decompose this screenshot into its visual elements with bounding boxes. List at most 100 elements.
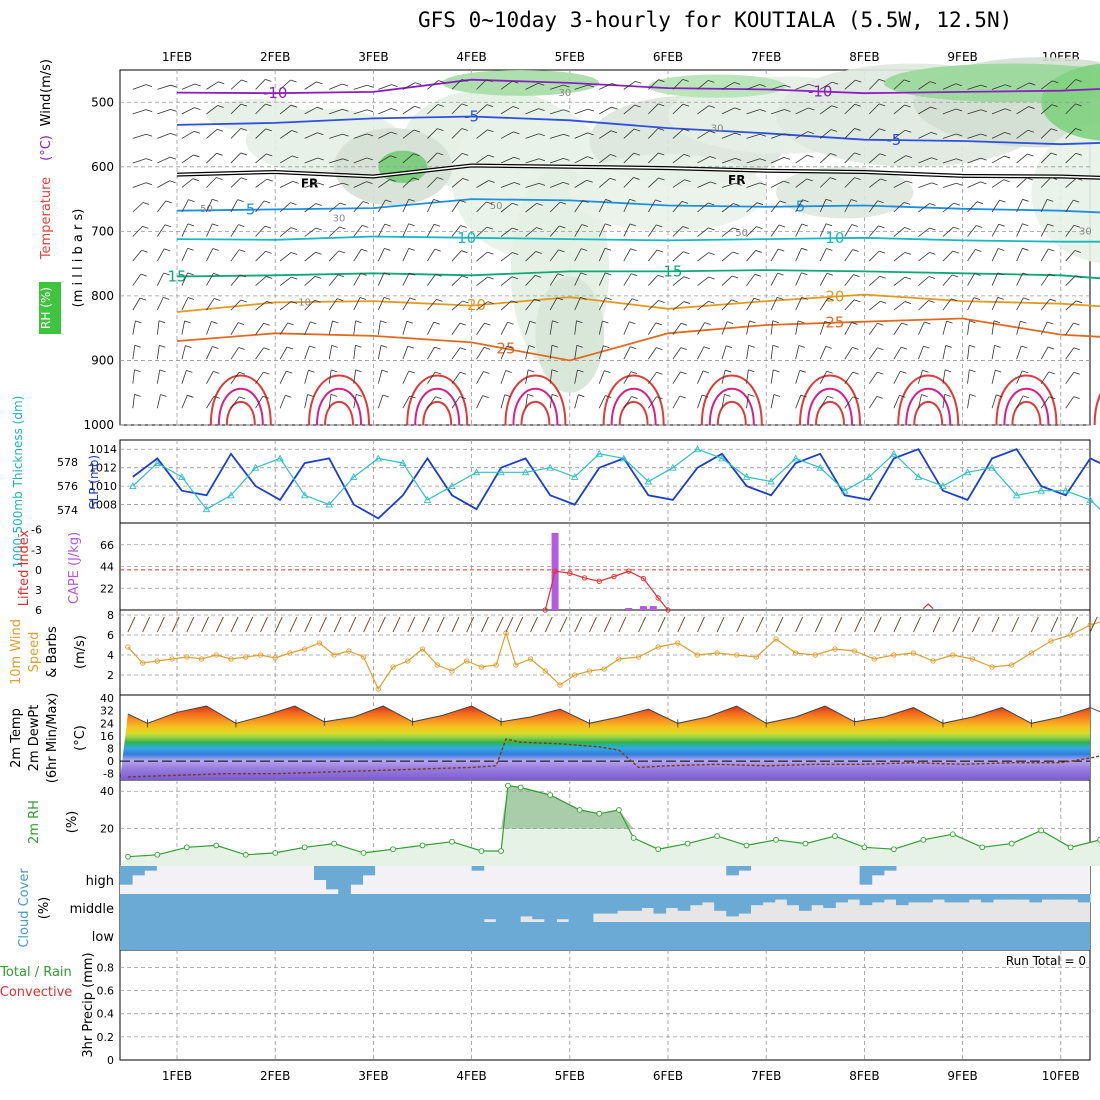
wind-barb xyxy=(1040,273,1050,286)
wind-barb-flag xyxy=(683,301,691,304)
wind-barb-flag xyxy=(631,273,638,277)
surface-temp-contour xyxy=(618,400,649,426)
wind-barb xyxy=(648,224,657,237)
wind-barb-flag xyxy=(1028,82,1036,86)
wind-barb xyxy=(598,370,605,384)
wind-barb-flag xyxy=(777,272,784,276)
cloud-middle-bar xyxy=(1077,894,1091,903)
wind-barb-flag xyxy=(384,223,391,227)
wind-speed-marker xyxy=(851,648,858,654)
wind-barb xyxy=(648,372,657,384)
wind-barb xyxy=(500,131,514,139)
wind-barb-10m xyxy=(991,616,1000,633)
wind-barb-flag xyxy=(362,224,369,228)
wind-barb-flag xyxy=(263,371,270,375)
wind-barb xyxy=(1016,395,1024,409)
wind-barb xyxy=(378,155,391,164)
wind-barb-flag xyxy=(801,223,808,227)
wind-barb-10m xyxy=(530,616,538,633)
li-marker xyxy=(665,607,671,613)
wind-barb-flag xyxy=(1049,396,1056,400)
wind-barb xyxy=(206,199,213,213)
thickness-marker xyxy=(988,463,996,471)
wind-barb-flag xyxy=(459,396,466,399)
wind-barb xyxy=(746,394,749,409)
wind-barb-flag xyxy=(944,369,952,373)
wind-barb-flag xyxy=(879,153,886,157)
wind-barb-flag xyxy=(435,396,442,400)
wind-barb-flag xyxy=(756,202,764,206)
wind-barb-flag xyxy=(656,249,664,253)
surface-temp-contour xyxy=(1003,387,1050,426)
wind-barb-flag xyxy=(505,370,512,373)
wind-barb-flag xyxy=(735,182,742,186)
wind-barb-10m xyxy=(515,616,524,633)
wind-barb-flag xyxy=(159,369,166,373)
wind-barb xyxy=(206,321,212,335)
wind-barb-flag xyxy=(946,320,953,324)
wind-barb xyxy=(721,157,736,164)
wind-barb-flag xyxy=(163,297,170,300)
cloud-middle-bar xyxy=(386,894,400,922)
wind-barb xyxy=(377,248,385,262)
wind-barb xyxy=(770,320,774,335)
wind-barb-flag xyxy=(1073,199,1080,203)
li-marker xyxy=(581,575,588,581)
wind-barb xyxy=(918,252,930,262)
wind-barb xyxy=(329,158,343,164)
wind-barb-flag xyxy=(1023,395,1030,399)
wind-barb-flag xyxy=(734,82,741,85)
wind-barb xyxy=(451,250,462,262)
wind-barb xyxy=(132,273,142,286)
wind-barb-flag xyxy=(414,105,421,109)
wind-barb-flag xyxy=(240,152,247,156)
wind-barb xyxy=(328,202,341,213)
wind-barb-flag xyxy=(1074,250,1081,253)
wind-barb xyxy=(1065,275,1076,286)
wind-barb xyxy=(206,153,217,164)
wind-barb-flag xyxy=(342,133,349,137)
wind-barb-flag xyxy=(1022,370,1029,374)
wind-barb-flag xyxy=(528,345,535,348)
wind-barb xyxy=(721,182,736,188)
wind-barb xyxy=(746,182,760,188)
wind-barb-flag xyxy=(337,274,345,278)
wind-barb-10m xyxy=(657,616,666,633)
wind-barb xyxy=(1016,321,1021,335)
slp-tick-label: 1012 xyxy=(89,462,117,475)
wind-barb-flag xyxy=(316,81,323,85)
wind-barb xyxy=(549,320,553,335)
wind-barb-flag xyxy=(825,198,833,202)
wind-barb-flag xyxy=(558,249,565,253)
wind-barb-flag xyxy=(929,252,936,255)
wind-barb xyxy=(1040,298,1051,311)
wind-barb-flag xyxy=(486,104,494,107)
wind-barb xyxy=(967,297,975,311)
wind-barb xyxy=(746,226,757,237)
surface-temp-contour xyxy=(324,400,355,426)
run-total-label: Run Total = 0 xyxy=(1006,954,1086,968)
wind-speed-marker xyxy=(228,656,234,662)
thickness-marker xyxy=(399,459,407,467)
wind-barb xyxy=(255,128,267,139)
wind-barb xyxy=(672,128,684,139)
wind-speed-marker xyxy=(346,648,352,654)
cloud-high-bar xyxy=(144,866,157,871)
wind-barb xyxy=(304,299,315,311)
ylabel-temperature: Temperature xyxy=(39,177,54,260)
wind-barb-flag xyxy=(461,79,468,82)
wind-barb xyxy=(451,128,463,139)
wind-barb-10m xyxy=(952,616,961,633)
wind-speed-marker xyxy=(527,656,534,662)
wind-barb-flag xyxy=(216,152,223,156)
ylabel-wind-unit: (m/s) xyxy=(39,59,54,93)
surface-temp-contour xyxy=(716,400,747,426)
wind-barb xyxy=(476,395,483,409)
wind-barb xyxy=(991,155,1005,164)
wind-barb-flag xyxy=(802,199,809,203)
wind-barb xyxy=(377,320,381,335)
wind-barb-flag xyxy=(576,344,583,348)
wind-barb xyxy=(991,224,1000,237)
wind-barb xyxy=(230,224,239,237)
rh-shading xyxy=(535,276,605,393)
